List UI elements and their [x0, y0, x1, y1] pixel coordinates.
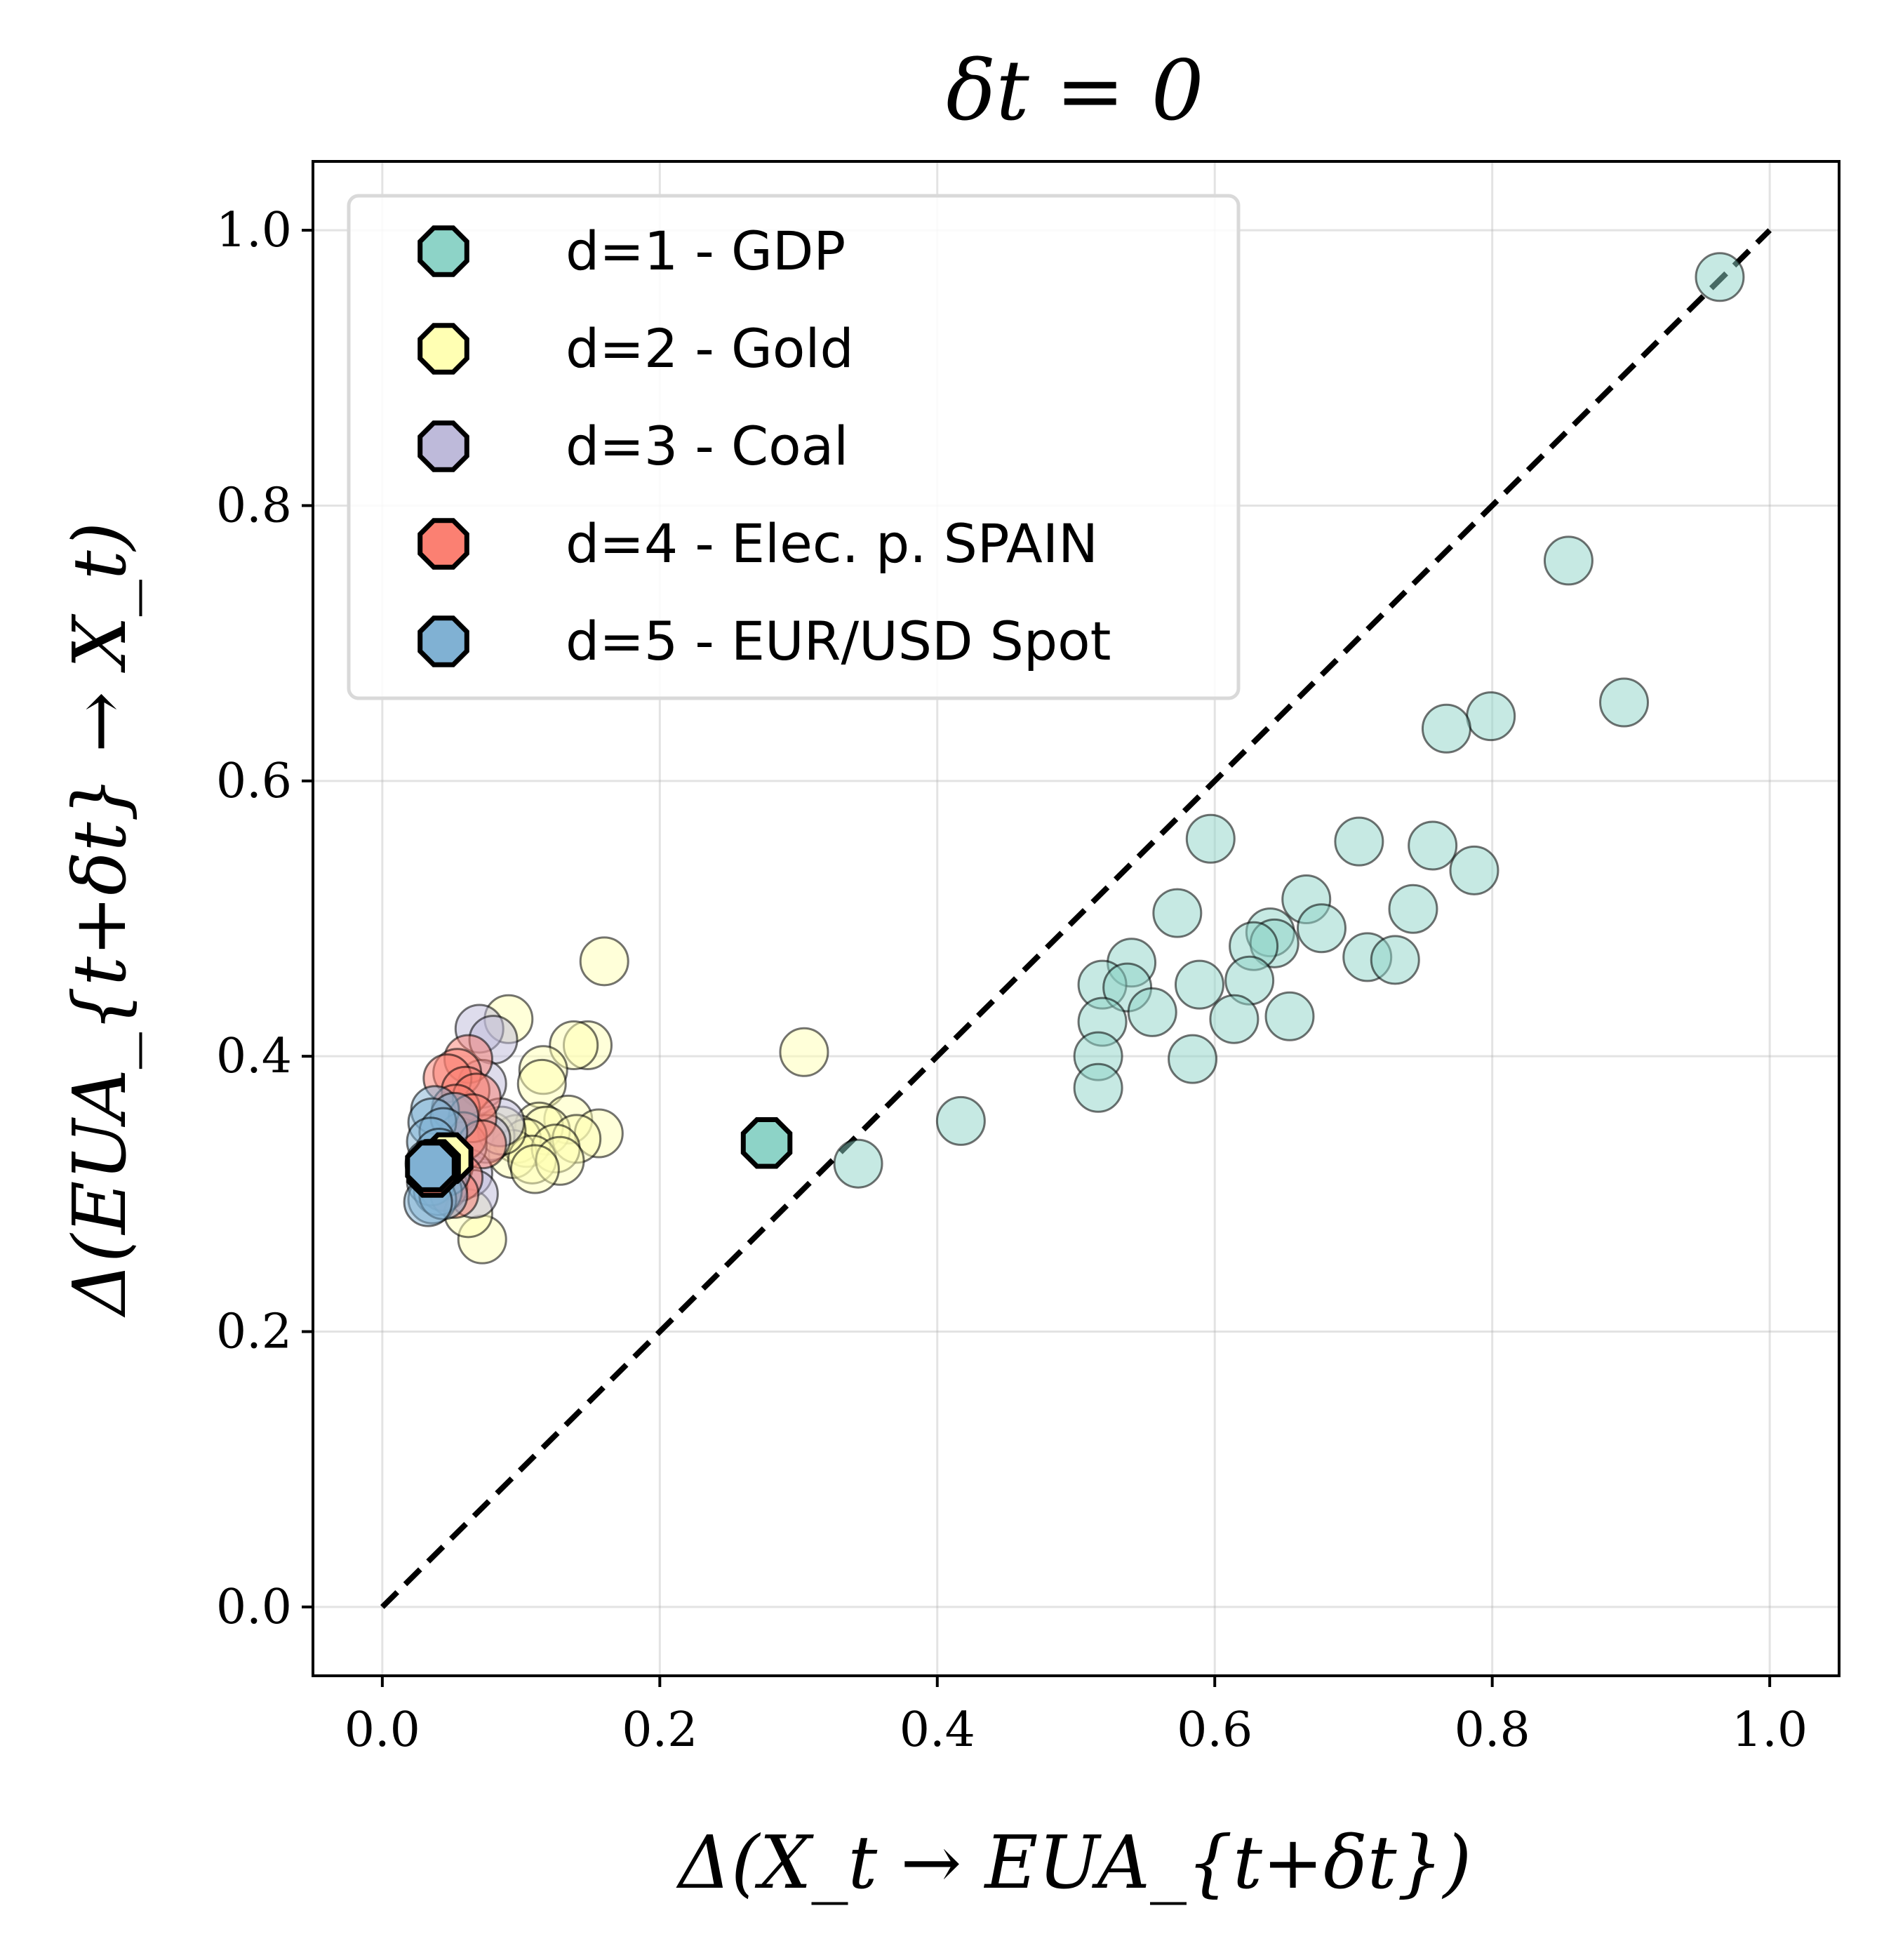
legend-items: d=1 - GDP d=2 - Gold d=3 - Coal d=4 - Elec.…	[417, 220, 1111, 672]
y-tick-label: 1.0	[216, 203, 292, 258]
legend-frame	[347, 194, 1241, 700]
legend-item: d=4 - Elec. p. SPAIN	[417, 512, 1098, 575]
scatter-point	[1073, 1062, 1123, 1113]
scatter-point	[1466, 691, 1516, 742]
legend-marker	[417, 225, 469, 277]
scatter-point	[833, 1138, 883, 1189]
scatter-point	[1185, 813, 1236, 864]
x-tick-label: 0.6	[1177, 1702, 1252, 1758]
chart-title: δt = 0	[946, 42, 1203, 139]
y-tick-label: 0.0	[216, 1580, 292, 1635]
scatter-point	[509, 1144, 560, 1194]
legend-marker	[417, 518, 469, 570]
scatter-point	[1543, 535, 1594, 586]
y-tick-label: 0.6	[216, 754, 292, 809]
scatter-point	[1695, 252, 1745, 302]
scatter-point	[779, 1027, 829, 1077]
legend-marker	[417, 615, 469, 667]
diagonal-reference-line	[380, 228, 1772, 1609]
x-tick-label: 0.2	[622, 1702, 697, 1758]
legend-label: d=5 - EUR/USD Spot	[566, 610, 1111, 672]
scatter-point	[1421, 703, 1471, 754]
legend-marker	[417, 420, 469, 472]
scatter-point	[1296, 903, 1347, 954]
series-5-highlight-point	[405, 1140, 457, 1192]
scatter-point	[935, 1095, 986, 1146]
scatter-point	[1370, 935, 1420, 985]
legend-item: d=5 - EUR/USD Spot	[417, 610, 1111, 672]
scatter-point	[1388, 884, 1438, 934]
series-1-highlight-point	[740, 1117, 793, 1169]
legend-item: d=2 - Gold	[417, 317, 854, 380]
legend-item: d=3 - Coal	[417, 415, 848, 477]
x-axis-ticks: 0.0 0.2 0.4 0.6 0.8 1.0	[345, 1676, 1808, 1758]
y-axis-ticks: 0.0 0.2 0.4 0.6 0.8 1.0	[216, 203, 313, 1635]
scatter-point	[1168, 1034, 1218, 1084]
scatter-point	[1599, 677, 1650, 728]
x-tick-label: 0.4	[900, 1702, 975, 1758]
legend-label: d=3 - Coal	[566, 415, 848, 477]
legend-marker	[417, 323, 469, 375]
y-tick-label: 0.4	[216, 1029, 292, 1084]
reference-line-group	[380, 228, 1772, 1609]
scatter-point	[1334, 816, 1384, 867]
legend-label: d=4 - Elec. p. SPAIN	[566, 512, 1098, 575]
scatter-point	[1264, 991, 1315, 1041]
scatter-point	[1152, 888, 1203, 938]
highlighted-points	[405, 1117, 793, 1198]
y-axis-label: Δ(EUA_{t+δt} → X_t)	[57, 522, 142, 1319]
y-tick-label: 0.8	[216, 478, 292, 533]
legend-label: d=2 - Gold	[566, 317, 854, 380]
y-tick-label: 0.2	[216, 1305, 292, 1360]
plot-area-frame	[312, 160, 1840, 1677]
scatter-point	[1209, 994, 1260, 1044]
legend-item: d=1 - GDP	[417, 220, 846, 282]
x-tick-label: 0.0	[345, 1702, 420, 1758]
scatter-point	[1408, 820, 1458, 871]
scatter-point	[1127, 987, 1177, 1037]
scatter-point	[579, 936, 629, 987]
x-tick-label: 1.0	[1732, 1702, 1808, 1758]
series-1-points	[833, 252, 1745, 1189]
legend: d=1 - GDP d=2 - Gold d=3 - Coal d=4 - Elec.…	[347, 194, 1241, 700]
x-tick-label: 0.8	[1455, 1702, 1530, 1758]
x-axis-label: Δ(X_t → EUA_{t+δt})	[676, 1820, 1472, 1905]
scatter-point	[1449, 845, 1499, 895]
legend-label: d=1 - GDP	[566, 220, 846, 282]
scatter-point	[1174, 959, 1224, 1010]
